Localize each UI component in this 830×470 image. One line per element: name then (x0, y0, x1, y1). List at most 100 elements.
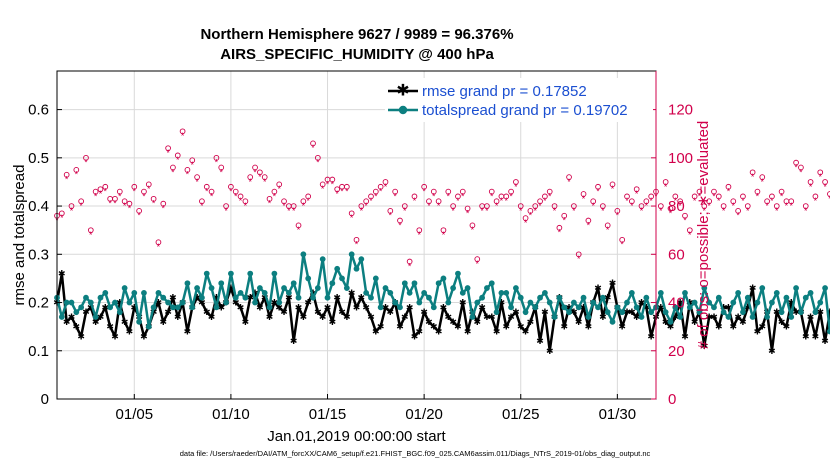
obs-possible-point (295, 222, 302, 229)
totalspread-point (706, 299, 713, 306)
obs-possible-point (208, 188, 215, 195)
obs-evaluated-point: * (413, 196, 417, 206)
rmse-point: ✱ (102, 302, 110, 312)
obs-evaluated-point: * (548, 191, 552, 201)
obs-evaluated-point: * (799, 167, 803, 177)
totalspread-point (822, 285, 828, 291)
obs-possible-point (604, 222, 611, 229)
obs-evaluated-point: * (562, 216, 566, 226)
rmse-point: ✱ (816, 307, 824, 317)
obs-evaluated-point: * (620, 240, 624, 250)
obs-evaluated-point: * (553, 206, 557, 216)
rmse-point: ✱ (106, 322, 114, 332)
obs-possible-point (73, 167, 80, 173)
totalspread-point (464, 285, 471, 291)
rmse-point: ✱ (440, 302, 448, 312)
obs-evaluated-point: * (524, 218, 528, 228)
rmse-point: ✱ (667, 322, 675, 332)
obs-possible-point (817, 169, 824, 176)
obs-evaluated-point: * (162, 203, 166, 213)
obs-possible-point (145, 181, 152, 188)
y2-tick-label: 0 (668, 391, 676, 408)
obs-evaluated-point: * (538, 201, 542, 211)
obs-possible-point (271, 188, 278, 195)
obs-possible-point (450, 203, 456, 209)
totalspread-point (740, 309, 746, 316)
y2-tick-label: 60 (668, 246, 685, 263)
totalspread-point (208, 285, 215, 291)
obs-evaluated-point: * (587, 220, 591, 230)
y-tick-label: 0.3 (28, 246, 49, 263)
rmse-point: ✱ (290, 336, 298, 346)
legend-marker-rmse: ✱ (396, 83, 409, 100)
totalspread-point (638, 314, 645, 320)
rmse-point: ✱ (609, 278, 617, 288)
rmse-point: ✱ (213, 293, 221, 303)
rmse-point: ✱ (502, 322, 510, 332)
obs-evaluated-point: * (533, 206, 537, 216)
totalspread-point (58, 314, 65, 320)
totalspread-point (532, 304, 539, 311)
obs-possible-point (150, 195, 157, 202)
obs-possible-point (643, 198, 650, 205)
obs-evaluated-point: * (804, 206, 808, 216)
legend-entry-totalspread: totalspread grand pr = 0.19702 (422, 102, 628, 119)
obs-possible-point (353, 236, 360, 243)
rmse-point: ✱ (111, 331, 119, 341)
totalspread-point (218, 280, 225, 287)
rmse-point: ✱ (570, 307, 578, 317)
totalspread-point (498, 289, 505, 296)
rmse-point: ✱ (82, 307, 90, 317)
obs-evaluated-point: * (823, 182, 827, 192)
obs-evaluated-point: * (500, 196, 504, 206)
obs-evaluated-point: * (248, 177, 252, 187)
obs-evaluated-point: * (616, 211, 620, 221)
rmse-point: ✱ (599, 312, 607, 322)
obs-evaluated-point: * (814, 196, 818, 206)
obs-possible-point (696, 188, 703, 195)
obs-evaluated-point: * (191, 160, 195, 170)
obs-evaluated-point: * (234, 191, 238, 201)
obs-evaluated-point: * (210, 191, 214, 201)
obs-possible-point (769, 193, 775, 200)
obs-possible-point (112, 195, 118, 202)
obs-evaluated-point: * (398, 220, 402, 230)
totalspread-point (812, 309, 819, 316)
rmse-point: ✱ (121, 317, 129, 327)
rmse-point: ✱ (77, 331, 85, 341)
rmse-point: ✱ (232, 298, 240, 308)
obs-evaluated-point: * (790, 201, 794, 211)
obs-possible-point (58, 210, 65, 217)
obs-evaluated-point: * (389, 211, 393, 221)
totalspread-point (256, 285, 263, 291)
obs-evaluated-point: * (408, 261, 412, 271)
rmse-point: ✱ (300, 312, 308, 322)
obs-possible-point (657, 203, 664, 209)
totalspread-point (271, 270, 278, 277)
rmse-point: ✱ (720, 302, 728, 312)
obs-possible-point (416, 227, 423, 234)
totalspread-point (73, 309, 80, 316)
rmse-point: ✱ (638, 298, 646, 308)
obs-evaluated-point: * (611, 184, 615, 194)
rmse-point: ✱ (164, 307, 172, 317)
obs-evaluated-point: * (437, 201, 441, 211)
rmse-point: ✱ (314, 307, 322, 317)
totalspread-point (252, 299, 258, 306)
totalspread-point (87, 299, 94, 306)
rmse-point: ✱ (507, 312, 515, 322)
y2-tick-label: 40 (668, 295, 685, 312)
rmse-point: ✱ (333, 293, 341, 303)
obs-possible-point (131, 183, 138, 190)
totalspread-point (426, 294, 432, 301)
totalspread-point (416, 299, 423, 306)
obs-possible-point (628, 198, 635, 205)
obs-possible-point (397, 217, 403, 224)
totalspread-point (546, 299, 553, 306)
rmse-point: ✱ (812, 331, 820, 341)
obs-evaluated-point: * (355, 240, 359, 250)
totalspread-point (793, 285, 799, 291)
totalspread-point (570, 299, 577, 306)
obs-evaluated-point: * (601, 206, 605, 216)
obs-evaluated-point: * (732, 201, 736, 211)
